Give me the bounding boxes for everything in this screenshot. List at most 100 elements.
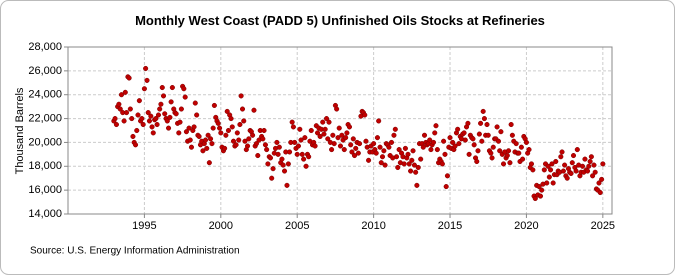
- point: [314, 130, 321, 136]
- point: [447, 135, 453, 141]
- point: [590, 173, 596, 179]
- point: [456, 141, 462, 147]
- point: [568, 170, 574, 176]
- point: [169, 85, 175, 91]
- point: [537, 193, 544, 199]
- point: [592, 169, 598, 175]
- point: [204, 145, 210, 151]
- point: [150, 130, 156, 136]
- point: [452, 143, 458, 149]
- point: [121, 118, 127, 124]
- point: [215, 120, 221, 126]
- point: [481, 116, 487, 122]
- point: [373, 150, 379, 156]
- point: [241, 118, 247, 124]
- point: [484, 121, 490, 128]
- point: [546, 174, 552, 180]
- point: [242, 138, 248, 144]
- point: [251, 107, 257, 113]
- point: [523, 139, 529, 145]
- point: [420, 144, 426, 150]
- x-tick-label: 2005: [285, 220, 309, 232]
- point: [371, 141, 377, 147]
- point: [129, 116, 135, 122]
- source-note: Source: U.S. Energy Information Administ…: [30, 246, 240, 257]
- point: [320, 119, 326, 125]
- points: [111, 65, 606, 202]
- point: [194, 112, 200, 118]
- point: [539, 187, 545, 193]
- point: [569, 160, 575, 166]
- point: [222, 145, 228, 151]
- point: [206, 160, 212, 166]
- point: [233, 142, 239, 148]
- point: [270, 166, 276, 172]
- point: [343, 135, 349, 141]
- point: [126, 75, 132, 81]
- point: [297, 126, 303, 132]
- point: [335, 135, 341, 141]
- point: [476, 131, 482, 137]
- point: [123, 110, 130, 116]
- point: [402, 145, 408, 151]
- point: [160, 93, 167, 99]
- point: [218, 130, 224, 136]
- point: [159, 85, 165, 91]
- point: [187, 137, 193, 143]
- point: [317, 133, 323, 140]
- point: [427, 137, 433, 143]
- point: [374, 135, 380, 141]
- point: [490, 144, 496, 150]
- point: [284, 182, 290, 188]
- point: [299, 151, 305, 157]
- point: [392, 126, 398, 132]
- point: [386, 144, 392, 150]
- point: [559, 149, 565, 155]
- point: [202, 137, 209, 143]
- y-tick-label: 18,000: [28, 160, 62, 172]
- point: [191, 124, 197, 130]
- point: [116, 101, 122, 107]
- point: [507, 160, 513, 166]
- point: [406, 161, 412, 167]
- point: [587, 158, 593, 165]
- point: [474, 158, 480, 165]
- point: [127, 106, 133, 112]
- point: [330, 132, 336, 138]
- point: [301, 156, 307, 162]
- point: [495, 138, 502, 144]
- point: [130, 133, 136, 140]
- point: [599, 176, 605, 182]
- point: [428, 147, 434, 153]
- point: [401, 161, 407, 167]
- point: [264, 147, 270, 153]
- point: [462, 137, 468, 143]
- point: [363, 138, 369, 144]
- point: [350, 136, 356, 142]
- point: [410, 148, 416, 154]
- point: [210, 125, 216, 131]
- point: [505, 148, 512, 154]
- point: [513, 141, 519, 147]
- point: [409, 157, 415, 163]
- point: [442, 151, 448, 157]
- point: [135, 112, 141, 118]
- point: [334, 106, 340, 112]
- point: [145, 110, 151, 116]
- point: [494, 124, 500, 130]
- point: [122, 89, 128, 95]
- point: [324, 116, 330, 122]
- point: [281, 168, 288, 174]
- point: [393, 154, 400, 160]
- point: [164, 118, 170, 124]
- point: [326, 119, 332, 125]
- point: [329, 147, 335, 153]
- point: [155, 112, 162, 118]
- point: [564, 175, 570, 181]
- point: [439, 161, 445, 167]
- point: [312, 143, 318, 149]
- point: [530, 167, 536, 173]
- point: [544, 180, 550, 186]
- point: [346, 124, 353, 130]
- chart-title: Monthly West Coast (PADD 5) Unfinished O…: [135, 13, 545, 28]
